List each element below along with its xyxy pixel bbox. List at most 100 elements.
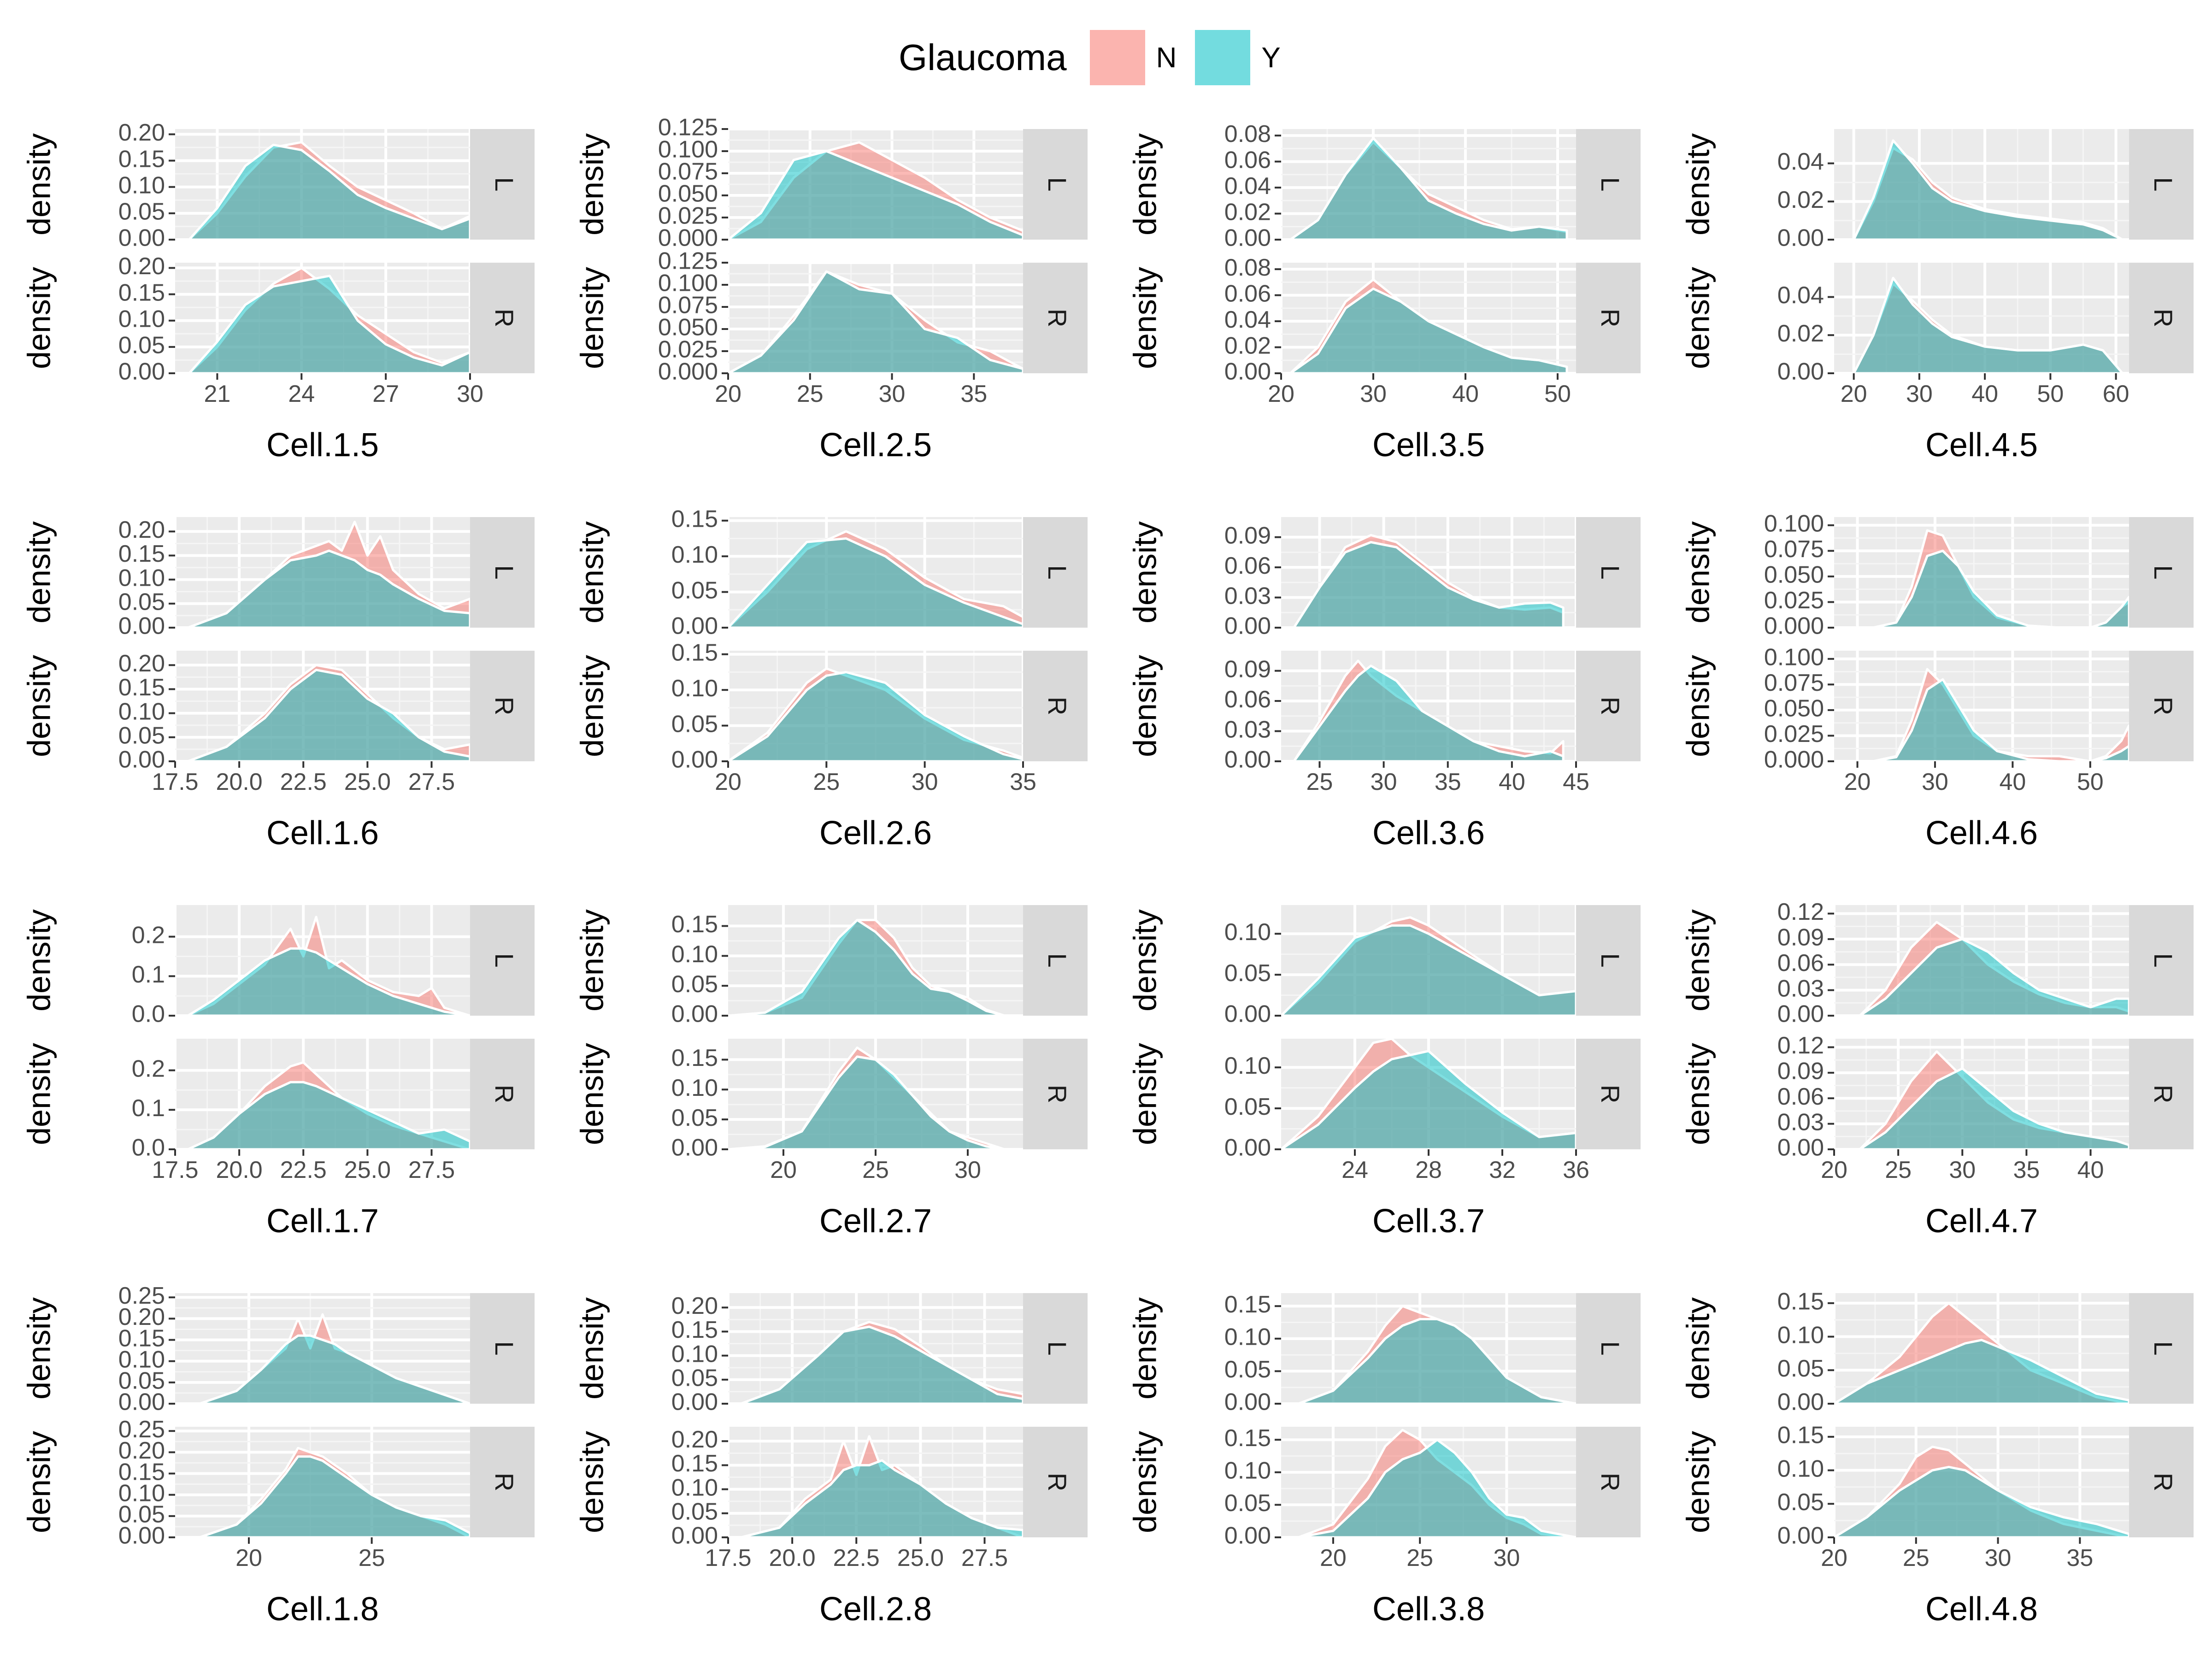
- density-area-y: [1871, 549, 2130, 629]
- x-axis-title: Cell.4.6: [1925, 815, 2038, 852]
- x-tick-label: 60: [2103, 381, 2130, 407]
- strip-background: [470, 1293, 535, 1404]
- y-tick-label: 0.02: [1777, 187, 1824, 213]
- strip-label: R: [1596, 1085, 1625, 1103]
- panel-cell-3-6: L 0.00 0.03 0.06 0.09 R 0.00 0.03 0.06 0.09 densit…: [1127, 517, 1641, 852]
- x-tick-label: 30: [1371, 769, 1397, 795]
- x-axis-title: Cell.4.8: [1925, 1591, 2038, 1628]
- y-tick-label: 0.00: [118, 359, 165, 385]
- x-tick-label: 40: [1499, 769, 1525, 795]
- y-tick-label: 0.02: [1224, 332, 1271, 359]
- y-axis-title: density: [21, 133, 57, 235]
- panel-cell-2-5: L0.0000.0250.0500.0750.1000.125R0.0000.0…: [574, 114, 1088, 464]
- facet-r: R 0.0 0.1 0.2: [132, 1039, 535, 1161]
- y-axis-title: density: [1680, 521, 1716, 624]
- panel-cell-4-7: L0.000.030.060.090.12R0.000.030.060.090.…: [1680, 899, 2194, 1240]
- y-tick-label: 0.04: [1777, 148, 1824, 175]
- y-tick-label: 0.00: [1224, 1523, 1271, 1549]
- x-tick-label: 50: [1544, 381, 1571, 407]
- y-tick-label: 0.15: [671, 639, 718, 666]
- y-tick-label: 0.075: [1764, 536, 1824, 563]
- strip-label: R: [1043, 697, 1072, 715]
- strip-background: [1576, 651, 1641, 761]
- strip-label: L: [490, 953, 519, 967]
- y-axis-title: density: [1127, 1043, 1163, 1145]
- x-tick-label: 30: [1949, 1157, 1976, 1183]
- y-tick-label: 0.20: [118, 1304, 165, 1330]
- y-tick-label: 0.050: [658, 181, 718, 207]
- panel-cell-2-6: L 0.00 0.05 0.10 0.15 R 0.00 0.05 0.10 0.15 densit…: [574, 506, 1088, 852]
- strip-background: [1023, 263, 1088, 373]
- strip-label: L: [1596, 177, 1625, 191]
- strip-label: L: [1043, 1341, 1072, 1355]
- y-tick-label: 0.20: [118, 253, 165, 280]
- y-tick-label: 0.000: [1764, 747, 1824, 773]
- y-tick-label: 0.10: [671, 1341, 718, 1367]
- y-tick-label: 0.10: [671, 1075, 718, 1101]
- y-tick-label: 0.00: [118, 1389, 165, 1416]
- y-tick-label: 0.15: [1224, 1425, 1271, 1452]
- facet-r: R 0.000.050.100.150.20: [671, 1426, 1088, 1549]
- strip-label: R: [2149, 309, 2178, 327]
- legend-label-n: N: [1156, 41, 1177, 74]
- facet-l: L 0.000.050.100.150.20: [118, 517, 535, 640]
- y-tick-label: 0.00: [671, 1523, 718, 1549]
- y-tick-label: 0.025: [1764, 721, 1824, 747]
- density-area-y: [198, 1334, 471, 1405]
- y-tick-label: 0.05: [118, 332, 165, 359]
- x-tick-label: 36: [1563, 1157, 1589, 1183]
- y-tick-label: 0.00: [671, 613, 718, 640]
- y-axis-title: density: [574, 133, 610, 235]
- y-tick-label: 0.025: [1764, 587, 1824, 614]
- density-area-y: [1297, 1318, 1577, 1405]
- strip-background: [1576, 517, 1641, 628]
- x-tick-label: 25.0: [344, 1157, 391, 1183]
- strip-label: R: [1043, 309, 1072, 327]
- x-tick-label: 30: [1906, 381, 1933, 407]
- legend-title: Glaucoma: [899, 37, 1067, 78]
- y-tick-label: 0.15: [1777, 1422, 1824, 1449]
- strip-background: [1576, 1293, 1641, 1404]
- facet-r: R 0.00 0.05 0.10 0.15: [1224, 1425, 1641, 1549]
- x-tick-label: 28: [1415, 1157, 1442, 1183]
- y-tick-label: 0.20: [671, 1426, 718, 1453]
- y-tick-label: 0.15: [118, 279, 165, 306]
- x-tick-label: 30: [954, 1157, 981, 1183]
- x-tick-label: 40: [1452, 381, 1479, 407]
- legend-key-n: [1089, 30, 1145, 85]
- strip-label: R: [1596, 1473, 1625, 1491]
- y-tick-label: 0.15: [671, 506, 718, 532]
- strip-background: [2129, 905, 2194, 1016]
- y-axis-title: density: [21, 1297, 57, 1400]
- y-tick-label: 0.050: [658, 314, 718, 341]
- x-tick-label: 25.0: [897, 1545, 944, 1571]
- strip-background: [1576, 1427, 1641, 1537]
- x-tick-label: 20: [1268, 381, 1294, 407]
- x-tick-label: 20.0: [216, 1157, 263, 1183]
- x-axis-title: Cell.2.5: [819, 427, 932, 464]
- y-tick-label: 0.100: [1764, 511, 1824, 537]
- x-tick-label: 27.5: [408, 1157, 455, 1183]
- x-tick-label: 22.5: [833, 1545, 880, 1571]
- strip-background: [1023, 129, 1088, 240]
- strip-background: [1023, 905, 1088, 1016]
- y-tick-label: 0.05: [1224, 1490, 1271, 1517]
- x-axis-title: Cell.1.8: [266, 1591, 379, 1628]
- y-tick-label: 0.125: [658, 114, 718, 141]
- y-tick-label: 0.20: [118, 119, 165, 146]
- y-tick-label: 0.20: [118, 517, 165, 543]
- density-area-y: [1289, 288, 1568, 375]
- strip-label: L: [1596, 565, 1625, 579]
- density-area-y: [727, 918, 1006, 1017]
- y-tick-label: 0.15: [118, 674, 165, 701]
- x-axis-title: Cell.1.5: [266, 427, 379, 464]
- y-tick-label: 0.08: [1224, 121, 1271, 147]
- y-axis-title: density: [21, 655, 57, 757]
- y-axis-title: density: [574, 521, 610, 624]
- y-tick-label: 0.15: [671, 1450, 718, 1477]
- facet-r: R 0.000.030.060.090.12: [1777, 1032, 2194, 1161]
- strip-background: [470, 1039, 535, 1149]
- y-tick-label: 0.20: [118, 1437, 165, 1464]
- x-tick-label: 17.5: [152, 1157, 198, 1183]
